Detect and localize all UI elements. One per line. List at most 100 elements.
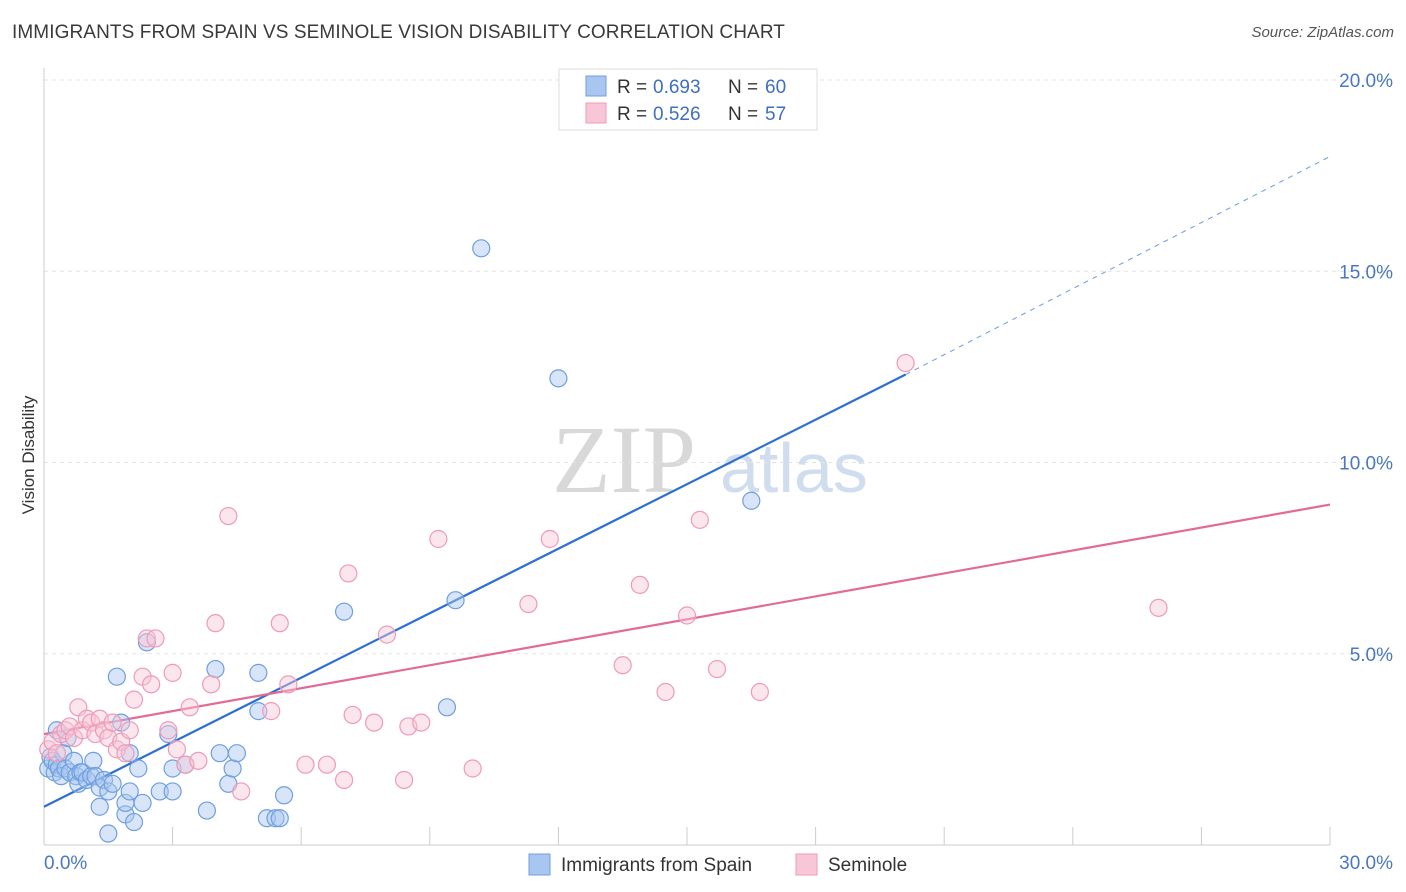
legend-n-value-spain: 60 xyxy=(765,77,786,98)
y-axis-label: Vision Disability xyxy=(19,395,38,514)
point-seminole xyxy=(690,510,709,529)
point-seminole xyxy=(463,759,482,778)
point-seminole xyxy=(707,659,727,679)
series-legend: Immigrants from Spain Seminole xyxy=(528,853,907,876)
point-seminole xyxy=(167,740,186,759)
point-seminole xyxy=(146,629,165,648)
point-seminole xyxy=(120,721,139,740)
legend-swatch-spain xyxy=(585,75,607,97)
legend-n-value-seminole: 57 xyxy=(765,104,786,125)
point-spain xyxy=(163,782,182,801)
point-seminole xyxy=(412,713,431,732)
trend-line-spain-extension xyxy=(905,156,1331,375)
point-spain xyxy=(437,698,457,717)
point-spain xyxy=(133,793,152,813)
point-spain xyxy=(107,667,126,686)
point-seminole xyxy=(334,770,354,790)
bottom-legend-label-spain: Immigrants from Spain xyxy=(561,855,752,876)
axes xyxy=(43,68,1331,846)
x-tick-label-max: 30.0% xyxy=(1339,853,1393,874)
point-seminole xyxy=(296,755,315,774)
point-spain xyxy=(99,824,118,843)
point-spain xyxy=(86,767,105,786)
point-seminole xyxy=(750,682,769,702)
bottom-legend-swatch-spain xyxy=(528,853,551,876)
point-spain xyxy=(129,759,148,778)
point-spain xyxy=(120,782,139,801)
point-spain xyxy=(227,744,246,763)
x-tick-label-min: 0.0% xyxy=(44,853,87,874)
point-spain xyxy=(206,659,225,679)
point-spain xyxy=(223,759,242,778)
point-spain xyxy=(150,782,169,801)
point-spain xyxy=(472,239,491,258)
watermark-zip: ZIP xyxy=(552,406,696,513)
point-spain xyxy=(103,774,122,793)
point-spain xyxy=(197,801,216,820)
data-points xyxy=(39,239,1168,843)
point-seminole xyxy=(656,682,675,702)
point-seminole xyxy=(677,606,697,625)
y-tick-label: 10.0% xyxy=(1339,454,1393,475)
point-seminole xyxy=(364,713,384,732)
watermark-atlas: atlas xyxy=(720,429,868,507)
legend-n-label-spain: N = xyxy=(728,77,758,98)
point-seminole xyxy=(519,594,538,614)
point-spain xyxy=(249,663,268,682)
point-spain xyxy=(90,797,109,816)
legend-n-label-seminole: N = xyxy=(728,104,758,125)
point-seminole xyxy=(343,705,362,725)
point-seminole xyxy=(189,751,208,770)
point-seminole xyxy=(613,656,632,675)
point-seminole xyxy=(232,782,251,801)
point-seminole xyxy=(47,744,66,763)
bottom-legend-swatch-seminole xyxy=(795,853,818,876)
point-spain xyxy=(210,744,229,763)
point-seminole xyxy=(163,663,182,682)
point-spain xyxy=(137,633,156,652)
point-spain xyxy=(159,724,178,744)
trend-line-spain xyxy=(43,373,907,808)
point-spain xyxy=(84,751,103,770)
point-spain xyxy=(249,702,268,721)
point-spain xyxy=(446,591,465,610)
point-seminole xyxy=(202,675,221,694)
point-seminole xyxy=(219,506,238,526)
y-tick-label: 20.0% xyxy=(1339,71,1393,92)
legend-r-value-spain: 0.693 xyxy=(653,77,701,98)
point-seminole xyxy=(124,690,144,709)
point-seminole xyxy=(339,564,358,583)
point-spain xyxy=(274,786,294,805)
point-seminole xyxy=(206,614,225,633)
point-seminole xyxy=(180,698,199,717)
point-spain xyxy=(94,770,114,790)
point-spain xyxy=(266,809,285,828)
point-spain xyxy=(549,369,568,388)
point-spain xyxy=(124,812,144,832)
y-tick-label: 15.0% xyxy=(1339,262,1393,283)
legend-r-label-spain: R = xyxy=(617,77,647,98)
source-credit: Source: ZipAtlas.com xyxy=(1251,24,1394,41)
point-spain xyxy=(334,602,354,621)
tick-labels: 5.0% 10.0% 15.0% 20.0% 0.0% 30.0% xyxy=(44,71,1393,874)
point-seminole xyxy=(270,614,289,633)
legend-r-label-seminole: R = xyxy=(617,104,647,125)
point-seminole xyxy=(429,529,448,549)
point-spain xyxy=(742,491,761,510)
point-seminole xyxy=(116,744,135,763)
point-seminole xyxy=(896,353,915,373)
point-seminole xyxy=(1149,598,1168,617)
point-seminole xyxy=(103,713,122,732)
point-seminole xyxy=(142,675,161,694)
y-tick-label: 5.0% xyxy=(1350,645,1393,666)
grid-lines xyxy=(44,79,1390,655)
point-seminole xyxy=(394,770,414,790)
chart-title: IMMIGRANTS FROM SPAIN VS SEMINOLE VISION… xyxy=(12,22,786,43)
point-seminole xyxy=(540,529,559,549)
point-seminole xyxy=(317,755,337,774)
point-seminole xyxy=(279,675,298,694)
point-seminole xyxy=(630,575,649,595)
stats-legend: R = 0.693 N = 60 R = 0.526 N = 57 xyxy=(558,68,818,131)
point-spain xyxy=(270,809,289,828)
